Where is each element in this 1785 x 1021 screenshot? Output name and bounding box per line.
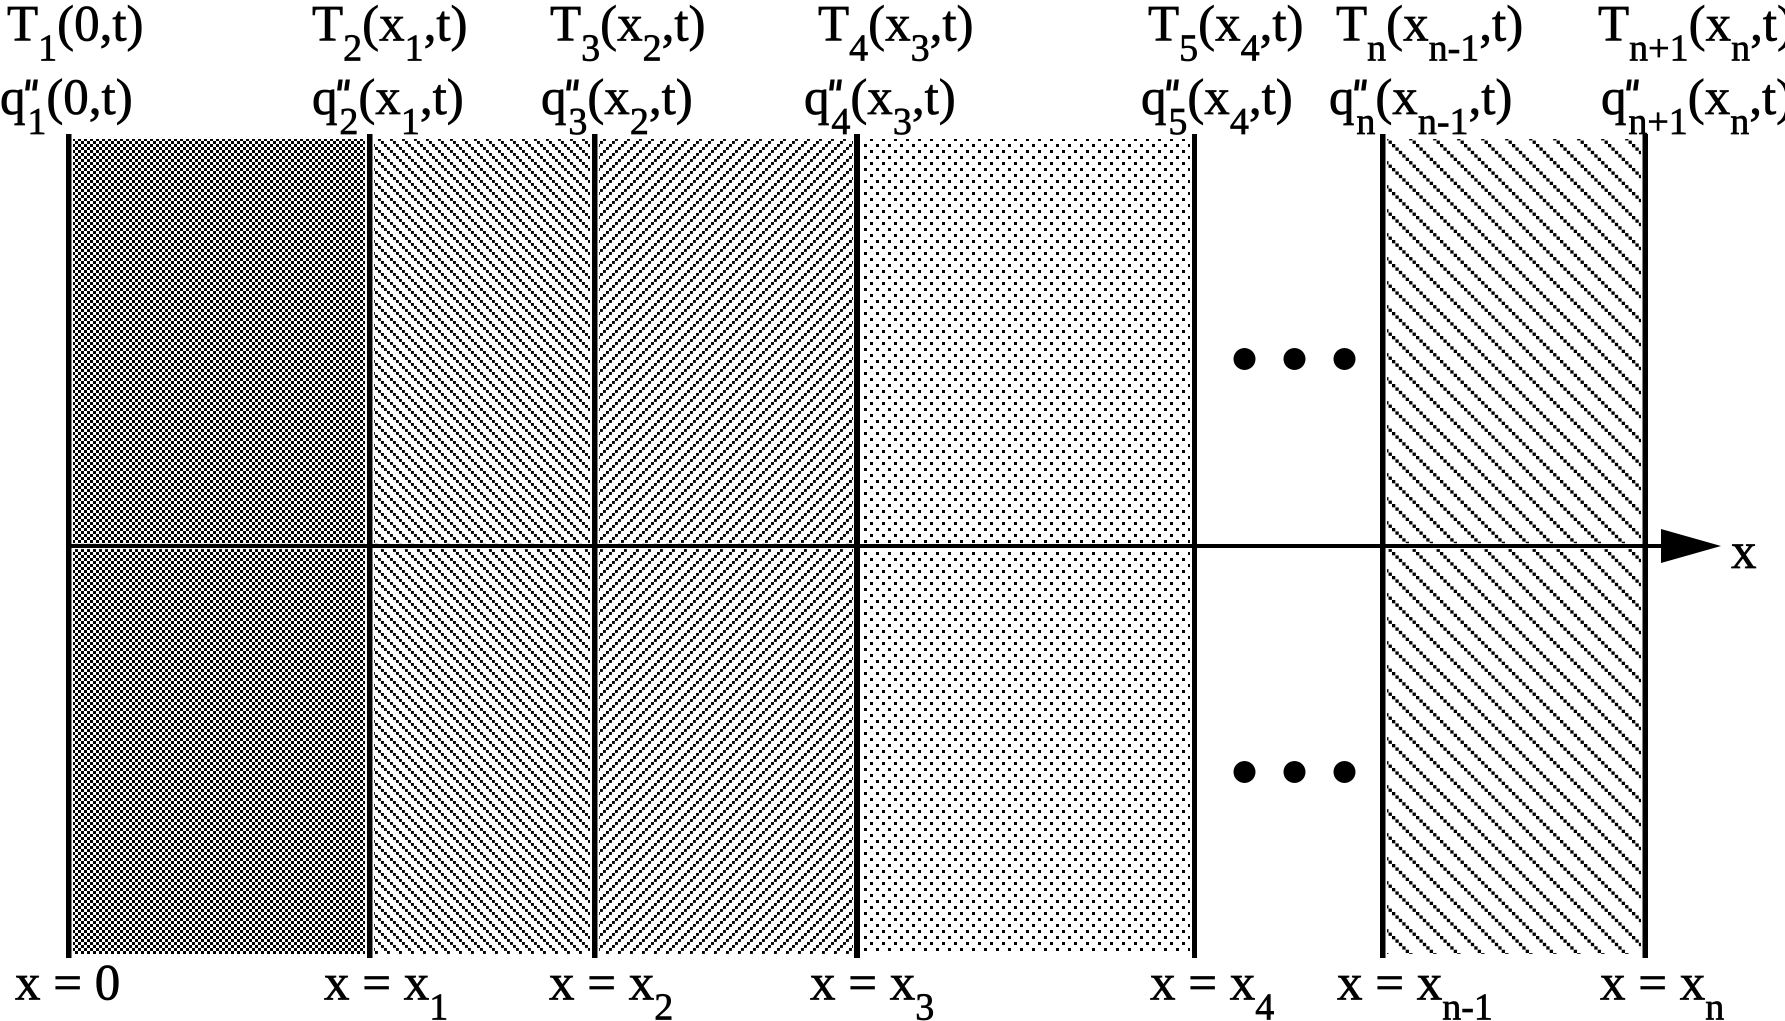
svg-text:x = xn-1: x = xn-1	[1337, 956, 1493, 1021]
svg-text:T4(x3,t): T4(x3,t)	[818, 0, 974, 70]
svg-text:T1(0,t): T1(0,t)	[7, 0, 144, 70]
svg-text:q"4(x3,t): q"4(x3,t)	[804, 70, 956, 143]
svg-text:x = x2: x = x2	[549, 956, 673, 1021]
svg-text:x: x	[1731, 524, 1757, 580]
svg-text:T2(x1,t): T2(x1,t)	[312, 0, 468, 70]
svg-text:x = xn: x = xn	[1600, 956, 1724, 1021]
svg-text:Tn+1(xn,t): Tn+1(xn,t)	[1598, 0, 1785, 70]
svg-text:Tn(xn-1,t): Tn(xn-1,t)	[1336, 0, 1523, 70]
svg-text:q"2(x1,t): q"2(x1,t)	[312, 70, 464, 143]
svg-text:T5(x4,t): T5(x4,t)	[1148, 0, 1304, 70]
svg-text:x = x3: x = x3	[810, 956, 934, 1021]
svg-text:x = x1: x = x1	[324, 956, 448, 1021]
svg-text:q"5(x4,t): q"5(x4,t)	[1141, 70, 1293, 143]
svg-text:q"3(x2,t): q"3(x2,t)	[541, 70, 693, 143]
svg-text:x = 0: x = 0	[15, 956, 120, 1012]
svg-text:x = x4: x = x4	[1150, 956, 1274, 1021]
svg-text:T3(x2,t): T3(x2,t)	[550, 0, 706, 70]
svg-text:q"1(0,t): q"1(0,t)	[0, 70, 133, 143]
